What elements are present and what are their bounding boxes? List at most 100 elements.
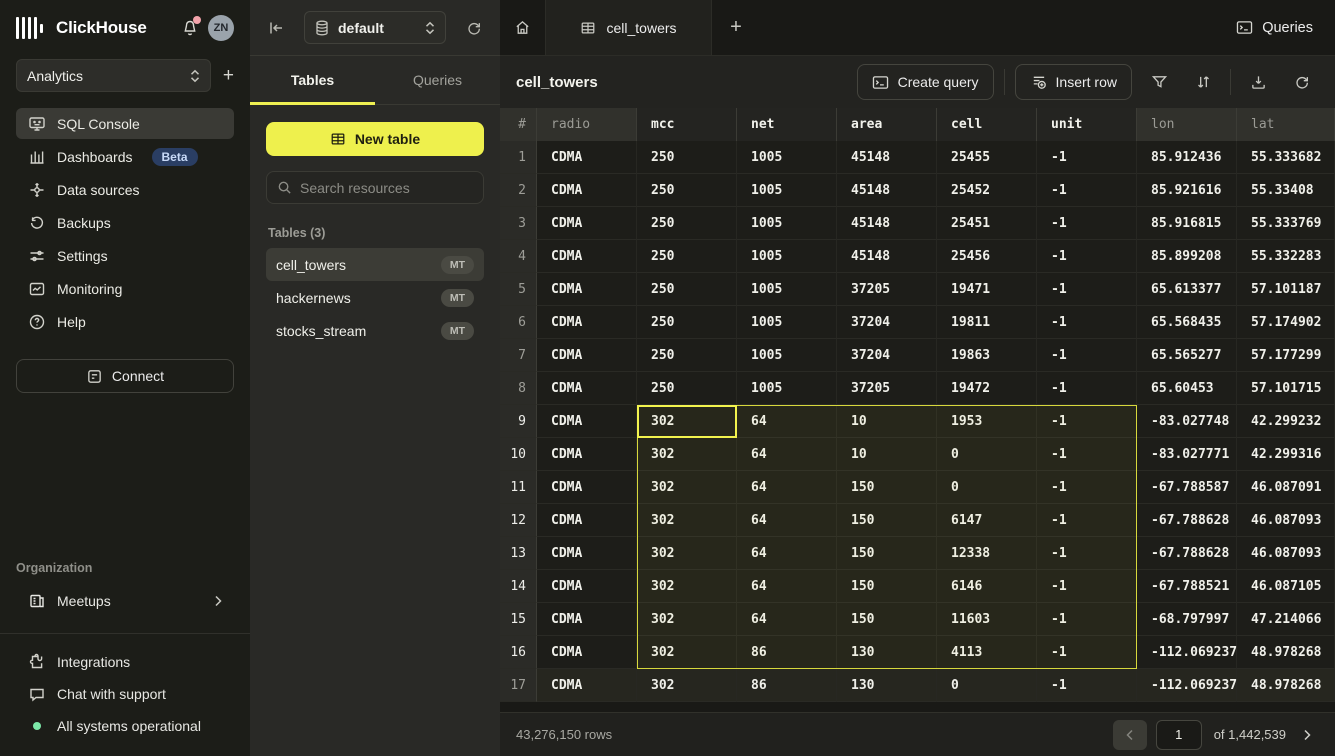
- queries-button[interactable]: Queries: [1236, 0, 1313, 55]
- table-cell[interactable]: 42.299232: [1237, 405, 1335, 438]
- table-cell[interactable]: 150: [837, 471, 937, 504]
- table-cell[interactable]: 85.899208: [1137, 240, 1237, 273]
- table-cell[interactable]: 37205: [837, 372, 937, 405]
- table-cell[interactable]: 64: [737, 603, 837, 636]
- table-cell[interactable]: 150: [837, 504, 937, 537]
- table-cell[interactable]: 57.101715: [1237, 372, 1335, 405]
- table-cell[interactable]: 64: [737, 405, 837, 438]
- table-cell[interactable]: 45148: [837, 174, 937, 207]
- table-cell[interactable]: 19472: [937, 372, 1037, 405]
- table-cell[interactable]: -1: [1037, 207, 1137, 240]
- row-number-cell[interactable]: 15: [500, 603, 537, 636]
- table-cell[interactable]: -1: [1037, 603, 1137, 636]
- table-cell[interactable]: 55.33408: [1237, 174, 1335, 207]
- row-number-cell[interactable]: 10: [500, 438, 537, 471]
- row-number-cell[interactable]: 12: [500, 504, 537, 537]
- row-number-cell[interactable]: 5: [500, 273, 537, 306]
- table-list-item-hackernews[interactable]: hackernews MT: [266, 281, 484, 314]
- table-cell[interactable]: 302: [637, 570, 737, 603]
- table-cell[interactable]: CDMA: [537, 141, 637, 174]
- table-cell[interactable]: CDMA: [537, 603, 637, 636]
- table-cell[interactable]: 1005: [737, 174, 837, 207]
- add-workspace-button[interactable]: +: [223, 66, 234, 85]
- table-cell[interactable]: 65.60453: [1137, 372, 1237, 405]
- table-cell[interactable]: 46.087093: [1237, 504, 1335, 537]
- insert-row-button[interactable]: Insert row: [1015, 64, 1132, 100]
- tab-queries[interactable]: Queries: [375, 56, 500, 104]
- sidebar-item-help[interactable]: Help: [16, 306, 234, 337]
- next-page-button[interactable]: [1295, 729, 1319, 741]
- table-cell[interactable]: 1005: [737, 306, 837, 339]
- table-cell[interactable]: 55.333769: [1237, 207, 1335, 240]
- prev-page-button[interactable]: [1113, 720, 1147, 750]
- row-number-cell[interactable]: 4: [500, 240, 537, 273]
- table-cell[interactable]: CDMA: [537, 537, 637, 570]
- table-cell[interactable]: -112.069237: [1137, 636, 1237, 669]
- table-cell[interactable]: 250: [637, 207, 737, 240]
- table-cell[interactable]: 130: [837, 669, 937, 702]
- sidebar-item-monitoring[interactable]: Monitoring: [16, 273, 234, 304]
- table-cell[interactable]: CDMA: [537, 174, 637, 207]
- download-icon[interactable]: [1241, 65, 1275, 99]
- row-number-cell[interactable]: 13: [500, 537, 537, 570]
- table-cell[interactable]: 48.978268: [1237, 669, 1335, 702]
- sidebar-item-sql-console[interactable]: SQL Console: [16, 108, 234, 139]
- table-cell[interactable]: -67.788628: [1137, 504, 1237, 537]
- table-cell[interactable]: -1: [1037, 636, 1137, 669]
- table-cell[interactable]: -1: [1037, 339, 1137, 372]
- table-cell[interactable]: 0: [937, 669, 1037, 702]
- table-cell[interactable]: 64: [737, 438, 837, 471]
- table-cell[interactable]: 37204: [837, 306, 937, 339]
- table-cell[interactable]: CDMA: [537, 669, 637, 702]
- table-cell[interactable]: -1: [1037, 537, 1137, 570]
- table-cell[interactable]: 25455: [937, 141, 1037, 174]
- table-cell[interactable]: -1: [1037, 405, 1137, 438]
- column-header-row-number[interactable]: #: [500, 108, 537, 141]
- table-cell[interactable]: 46.087091: [1237, 471, 1335, 504]
- workspace-select[interactable]: Analytics: [16, 59, 211, 92]
- table-cell[interactable]: 25452: [937, 174, 1037, 207]
- table-cell[interactable]: 250: [637, 372, 737, 405]
- table-cell[interactable]: CDMA: [537, 636, 637, 669]
- column-header-cell[interactable]: cell: [937, 108, 1037, 141]
- table-cell[interactable]: CDMA: [537, 471, 637, 504]
- table-cell[interactable]: CDMA: [537, 438, 637, 471]
- column-header-net[interactable]: net: [737, 108, 837, 141]
- sidebar-item-meetups[interactable]: Meetups: [16, 585, 234, 617]
- table-cell[interactable]: 42.299316: [1237, 438, 1335, 471]
- table-cell[interactable]: 302: [637, 438, 737, 471]
- collapse-panel-icon[interactable]: [264, 21, 288, 35]
- row-number-cell[interactable]: 1: [500, 141, 537, 174]
- table-cell[interactable]: CDMA: [537, 372, 637, 405]
- table-cell[interactable]: 12338: [937, 537, 1037, 570]
- table-cell[interactable]: 1953: [937, 405, 1037, 438]
- table-cell[interactable]: 1005: [737, 339, 837, 372]
- table-cell[interactable]: -67.788628: [1137, 537, 1237, 570]
- table-cell[interactable]: 1005: [737, 273, 837, 306]
- table-cell[interactable]: 6147: [937, 504, 1037, 537]
- table-cell[interactable]: 250: [637, 339, 737, 372]
- table-cell[interactable]: 150: [837, 603, 937, 636]
- table-cell[interactable]: 10: [837, 438, 937, 471]
- table-cell[interactable]: CDMA: [537, 306, 637, 339]
- sidebar-item-integrations[interactable]: Integrations: [16, 648, 234, 676]
- table-cell[interactable]: 302: [637, 471, 737, 504]
- table-cell[interactable]: -1: [1037, 438, 1137, 471]
- sidebar-item-dashboards[interactable]: Dashboards Beta: [16, 141, 234, 172]
- table-cell[interactable]: 4113: [937, 636, 1037, 669]
- filter-icon[interactable]: [1142, 65, 1176, 99]
- table-cell[interactable]: -83.027748: [1137, 405, 1237, 438]
- table-cell[interactable]: 64: [737, 570, 837, 603]
- table-cell[interactable]: 150: [837, 570, 937, 603]
- table-cell[interactable]: 45148: [837, 240, 937, 273]
- table-cell[interactable]: -1: [1037, 141, 1137, 174]
- table-cell[interactable]: 65.568435: [1137, 306, 1237, 339]
- table-cell[interactable]: -1: [1037, 504, 1137, 537]
- table-cell[interactable]: 1005: [737, 240, 837, 273]
- table-cell[interactable]: 0: [937, 438, 1037, 471]
- table-cell[interactable]: 1005: [737, 372, 837, 405]
- table-cell[interactable]: 302: [637, 603, 737, 636]
- table-cell[interactable]: 57.174902: [1237, 306, 1335, 339]
- table-cell[interactable]: 65.565277: [1137, 339, 1237, 372]
- row-number-cell[interactable]: 11: [500, 471, 537, 504]
